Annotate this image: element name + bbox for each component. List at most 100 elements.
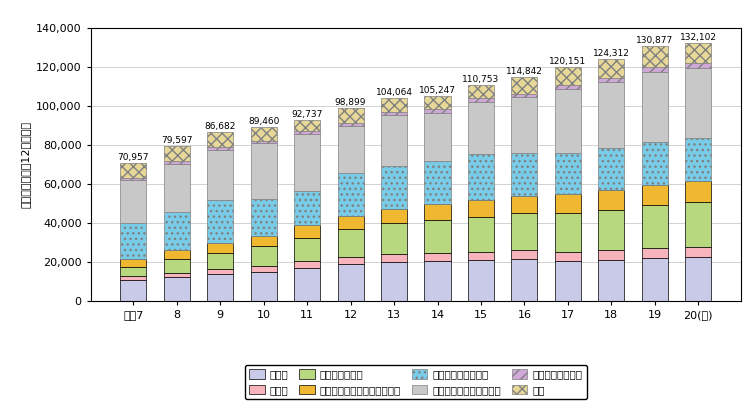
Bar [685,257,711,301]
Bar [685,247,711,257]
Bar [338,263,364,301]
Bar [555,213,581,252]
Bar [468,200,494,217]
Text: 79,597: 79,597 [161,136,193,145]
Text: 105,247: 105,247 [419,86,456,95]
Bar [120,178,147,180]
Bar [555,89,581,153]
Bar [294,267,321,301]
Bar [642,258,668,301]
Bar [642,72,668,142]
Bar [424,220,451,253]
Bar [381,112,407,115]
Bar [511,250,538,259]
Text: 132,102: 132,102 [680,33,717,43]
Bar [642,46,668,67]
Text: 70,957: 70,957 [118,152,149,162]
Bar [511,213,538,250]
Bar [555,67,581,85]
Text: 124,312: 124,312 [593,49,630,58]
Bar [381,209,407,223]
Text: 120,151: 120,151 [550,57,587,66]
Bar [424,113,451,162]
Text: 89,460: 89,460 [248,117,280,126]
Bar [164,273,190,277]
Bar [251,143,277,198]
Bar [555,85,581,89]
Bar [685,43,711,63]
Bar [511,153,538,196]
Bar [251,141,277,143]
Bar [598,210,624,251]
Bar [381,223,407,254]
Bar [207,132,234,147]
Bar [294,238,321,261]
Bar [338,257,364,263]
Text: 130,877: 130,877 [637,36,674,45]
Text: 98,899: 98,899 [335,98,367,107]
Bar [120,180,147,223]
Bar [294,120,321,131]
Text: 92,737: 92,737 [292,110,323,119]
Bar [294,191,321,225]
Bar [598,260,624,301]
Bar [120,280,147,301]
Bar [424,205,451,220]
Bar [468,154,494,200]
Bar [598,82,624,148]
Bar [294,261,321,267]
Bar [207,200,234,243]
Bar [164,277,190,301]
Bar [164,259,190,273]
Bar [207,243,234,253]
Bar [468,85,494,98]
Bar [338,108,364,123]
Bar [120,276,147,280]
Bar [251,246,277,266]
Bar [381,166,407,209]
Bar [685,202,711,247]
Bar [685,180,711,202]
Bar [207,253,234,269]
Bar [164,146,190,161]
Bar [511,259,538,301]
Bar [164,251,190,259]
Bar [598,251,624,260]
Bar [381,262,407,301]
Bar [642,142,668,185]
Bar [424,96,451,109]
Bar [555,261,581,301]
Bar [598,59,624,78]
Bar [424,261,451,301]
Bar [294,134,321,191]
Bar [642,67,668,72]
Bar [511,97,538,153]
Bar [598,190,624,210]
Bar [598,148,624,190]
Bar [468,252,494,260]
Bar [251,271,277,301]
Bar [642,185,668,205]
Bar [555,153,581,194]
Text: 114,842: 114,842 [506,67,543,76]
Legend: 通信業, 放送業, 情報サービス業, 映像・音声・文字情報制作業, 情報通信関連製造業, 情報通信関連サービス業, 情報通信関連設備, 研究: 通信業, 放送業, 情報サービス業, 映像・音声・文字情報制作業, 情報通信関連… [245,365,587,399]
Bar [294,131,321,134]
Bar [338,172,364,216]
Bar [251,198,277,236]
Bar [338,216,364,229]
Bar [468,102,494,154]
Bar [381,254,407,262]
Bar [251,236,277,246]
Bar [120,223,147,259]
Bar [511,93,538,97]
Text: 104,064: 104,064 [376,88,413,97]
Bar [555,252,581,261]
Bar [207,150,234,200]
Text: 86,682: 86,682 [205,122,236,131]
Bar [685,63,711,68]
Bar [642,205,668,248]
Bar [381,115,407,166]
Bar [207,147,234,150]
Bar [555,194,581,213]
Bar [251,126,277,141]
